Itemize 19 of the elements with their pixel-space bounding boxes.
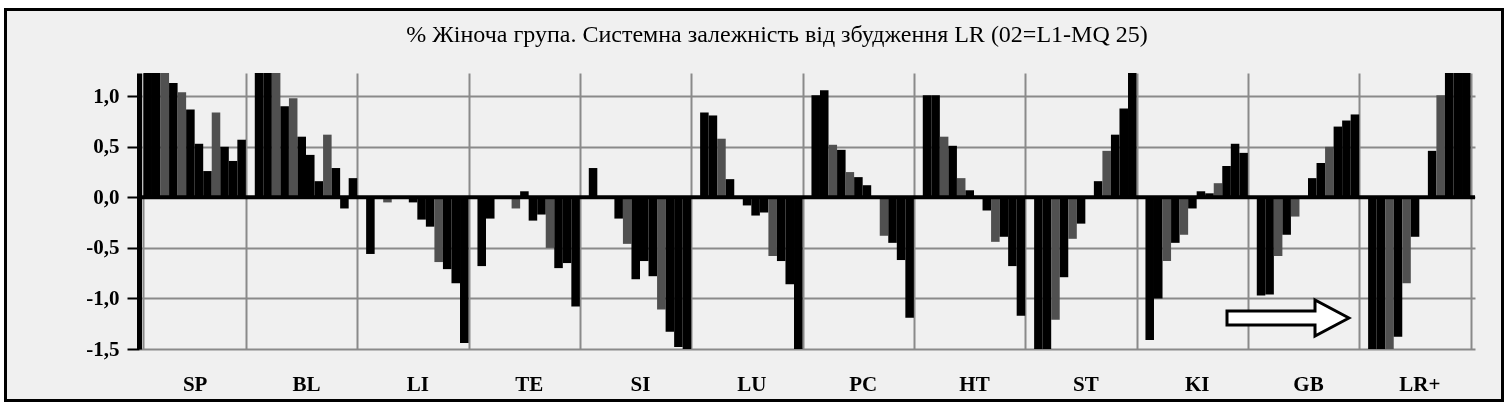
- y-tick-label: -1,5: [86, 336, 120, 361]
- x-tick-label: TE: [515, 371, 544, 396]
- y-tick-label: 0,5: [93, 134, 120, 159]
- x-tick-label: LU: [737, 371, 767, 396]
- y-tick-label: 1,0: [93, 83, 120, 108]
- y-tick-label: 0,0: [93, 184, 120, 209]
- x-tick-label: LR+: [1399, 371, 1441, 396]
- x-tick-label: PC: [849, 371, 878, 396]
- x-tick-label: LI: [406, 371, 429, 396]
- x-tick-label: BL: [292, 371, 321, 396]
- y-tick-label: -1,0: [86, 285, 120, 310]
- chart-title: % Жіноча група. Системна залежність від збудження LR (02=L1-MQ 25): [406, 21, 1148, 47]
- x-tick-label: SI: [630, 371, 651, 396]
- x-tick-label: HT: [959, 371, 990, 396]
- x-tick-label: GB: [1293, 371, 1324, 396]
- y-tick-label: -0,5: [86, 235, 120, 260]
- x-tick-label: KI: [1184, 371, 1210, 396]
- x-tick-label: SP: [182, 371, 208, 396]
- x-tick-label: ST: [1072, 371, 1099, 396]
